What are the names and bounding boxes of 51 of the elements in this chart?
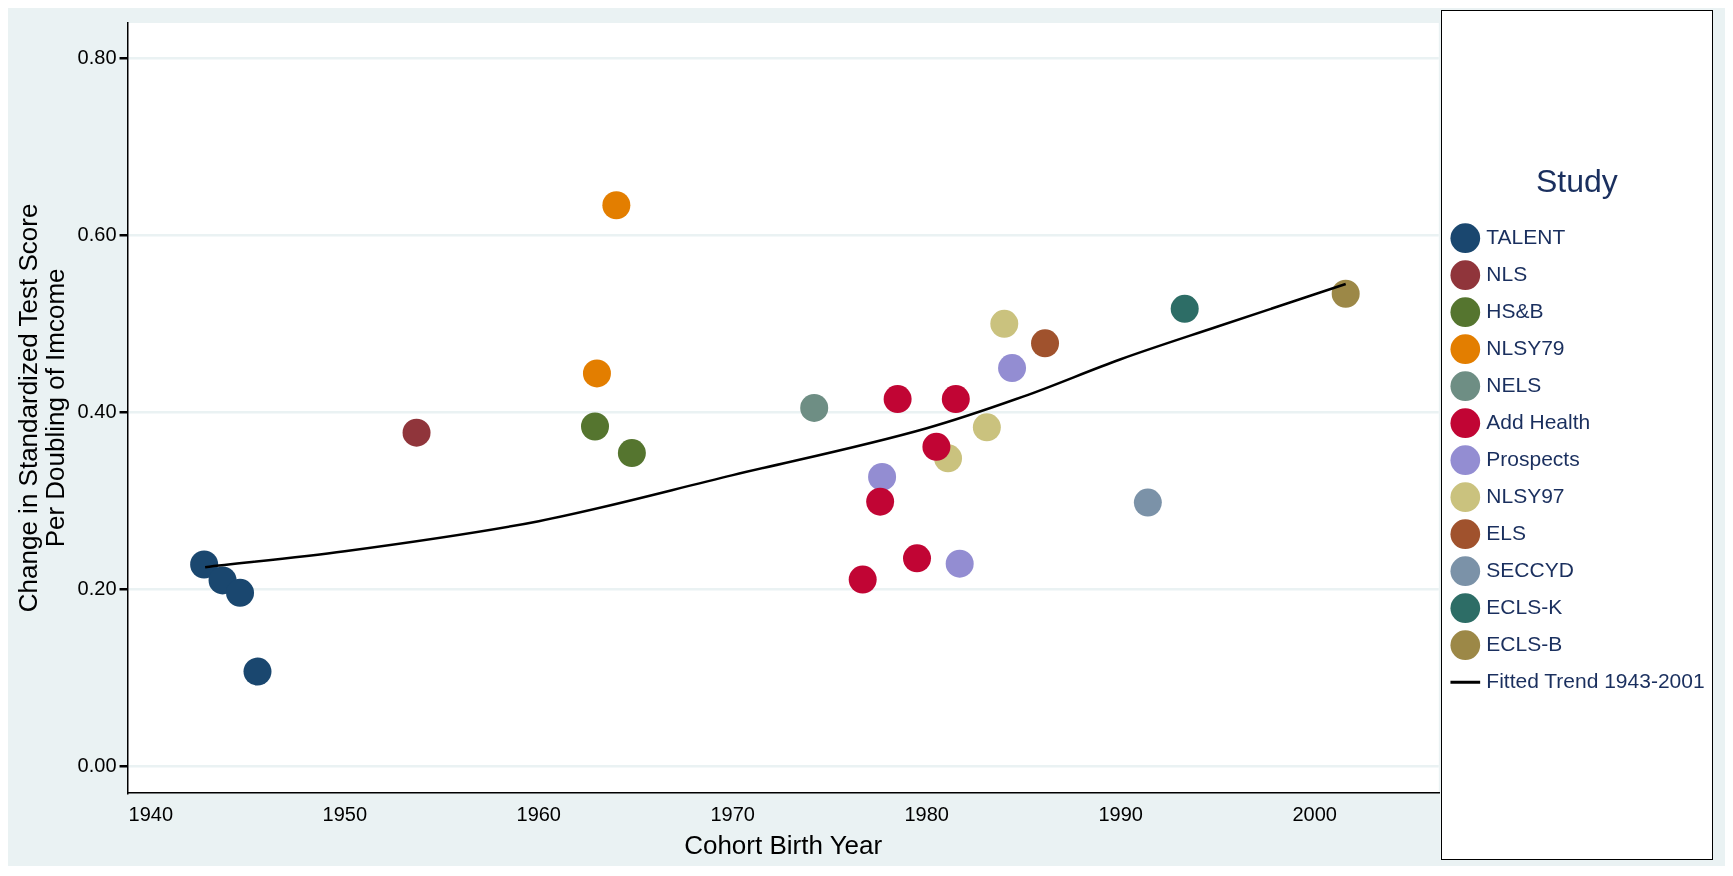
point: [617, 439, 646, 468]
point: [243, 657, 272, 686]
legend-label: ECLS-B: [1486, 632, 1563, 655]
legend-label: NELS: [1486, 373, 1542, 396]
point: [945, 549, 974, 578]
point: [990, 309, 1019, 338]
point: [941, 385, 970, 414]
x-tick-label: 1960: [516, 803, 562, 826]
legend-label: Prospects: [1486, 447, 1580, 470]
legend-label: HS&B: [1486, 299, 1544, 322]
point: [602, 191, 631, 220]
point: [866, 487, 895, 516]
point: [581, 412, 610, 441]
point: [800, 393, 829, 422]
point: [883, 385, 912, 414]
legend-title: Study: [1535, 163, 1618, 200]
legend-label: Fitted Trend 1943-2001: [1486, 669, 1705, 692]
point: [226, 578, 255, 607]
legend-label: Add Health: [1486, 410, 1591, 433]
y-tick-label: 0.80: [77, 45, 117, 68]
point: [1170, 294, 1199, 323]
point: [903, 544, 932, 573]
y-tick-label: 0.40: [77, 399, 117, 422]
point: [922, 432, 951, 461]
point: [1133, 488, 1162, 517]
point: [1331, 279, 1360, 308]
legend-label: ECLS-K: [1486, 595, 1563, 618]
legend-label: NLS: [1486, 262, 1528, 285]
point: [1031, 329, 1060, 358]
x-tick-label: 1950: [322, 803, 368, 826]
point: [972, 413, 1001, 442]
x-tick-label: 2000: [1292, 803, 1337, 826]
y-tick-label: 0.20: [77, 576, 117, 599]
point: [848, 565, 877, 594]
point: [402, 418, 431, 447]
x-tick-label: 1970: [710, 803, 755, 826]
legend-label: TALENT: [1486, 225, 1566, 248]
legend-label: NLSY79: [1486, 336, 1565, 359]
y-tick-label: 0.60: [77, 222, 117, 245]
legend-label: SECCYD: [1486, 558, 1574, 581]
legend-label: NLSY97: [1486, 484, 1565, 507]
y-tick-label: 0.00: [77, 753, 117, 776]
point: [582, 359, 611, 388]
legend-label: ELS: [1486, 521, 1527, 544]
x-tick-label: 1940: [128, 803, 174, 826]
y-axis-title: Change in Standardized Test Score Per Doubling of Imcome: [12, 203, 71, 613]
point: [868, 462, 897, 491]
x-tick-label: 1980: [904, 803, 949, 826]
x-axis-title: Cohort Birth Year: [684, 829, 883, 860]
x-tick-label: 1990: [1098, 803, 1143, 826]
point: [998, 354, 1027, 383]
